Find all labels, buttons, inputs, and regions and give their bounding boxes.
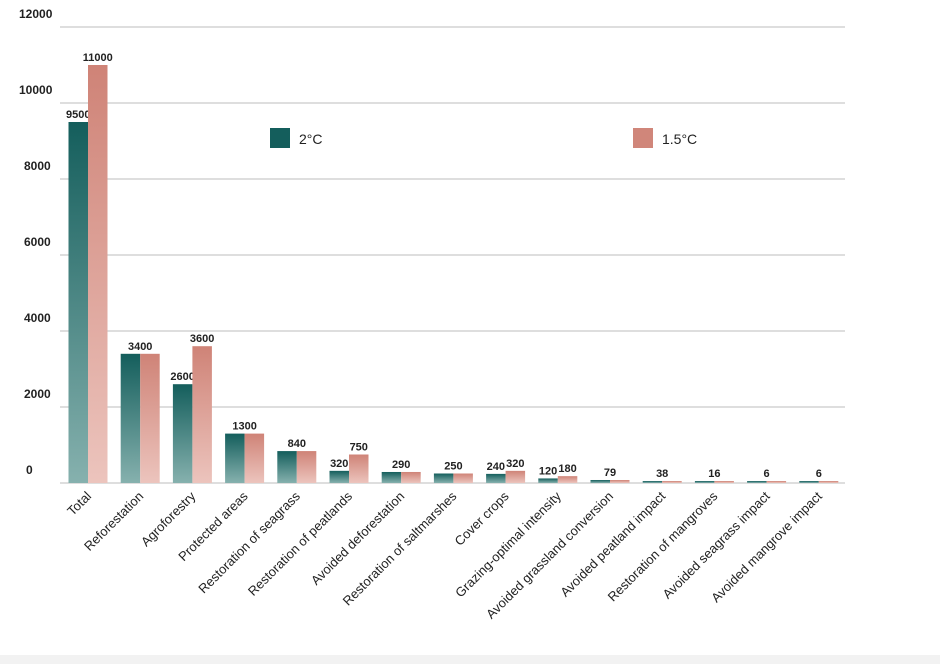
x-tick-label: Restoration of peatlands xyxy=(245,488,356,599)
bar-2c xyxy=(172,384,193,483)
data-label: 250 xyxy=(444,461,462,473)
x-tick-label: Restoration of seagrass xyxy=(195,488,303,596)
bar-1-5c xyxy=(505,470,526,483)
bar-1-5c xyxy=(766,481,787,483)
y-tick-label: 12000 xyxy=(19,7,53,21)
y-tick-label: 2000 xyxy=(24,387,51,401)
bar-2c xyxy=(277,451,297,483)
data-label: 180 xyxy=(558,463,576,475)
data-label: 2600 xyxy=(170,371,194,383)
x-tick-label: Grazing-optimal intensity xyxy=(452,488,564,600)
data-label: 3400 xyxy=(128,341,152,353)
bar-2c xyxy=(486,473,506,483)
y-tick-label: 8000 xyxy=(24,159,51,173)
bar-2c xyxy=(538,478,558,483)
bar-1-5c xyxy=(610,479,630,483)
x-tick-label: Avoided deforestation xyxy=(308,489,407,588)
bar-1-5c xyxy=(818,481,839,483)
x-tick-label: Total xyxy=(64,488,94,518)
data-label: 840 xyxy=(288,438,306,450)
data-label: 320 xyxy=(506,458,524,470)
legend-label-2c: 2°C xyxy=(299,131,323,147)
bar-1-5c xyxy=(244,433,265,483)
bar-1-5c xyxy=(140,353,160,483)
data-label: 16 xyxy=(708,468,720,480)
bar-2c xyxy=(642,481,663,483)
bar-1-5c xyxy=(192,346,212,483)
bar-1-5c xyxy=(714,481,734,483)
x-tick-label: Avoided seagrass impact xyxy=(660,488,773,601)
data-label: 11000 xyxy=(83,52,113,64)
data-label: 38 xyxy=(656,468,668,480)
bar-2c xyxy=(225,433,245,483)
y-tick-label: 6000 xyxy=(24,235,51,249)
legend-swatch-1-5c xyxy=(633,128,653,148)
bar-2c xyxy=(747,481,767,483)
bar-1-5c xyxy=(88,65,108,483)
data-label: 6 xyxy=(764,468,770,480)
data-label: 240 xyxy=(487,461,505,473)
data-label: 1300 xyxy=(232,421,256,433)
y-tick-label: 0 xyxy=(26,463,33,477)
data-label: 320 xyxy=(330,458,348,470)
bar-1-5c xyxy=(557,476,578,483)
bar-2c xyxy=(799,481,819,483)
bottom-strip xyxy=(0,655,940,664)
bar-2c xyxy=(329,470,349,483)
legend-swatch-2c xyxy=(270,128,290,148)
y-tick-label: 10000 xyxy=(19,83,53,97)
data-label: 9500 xyxy=(66,109,90,121)
legend: 2°C 1.5°C xyxy=(270,128,697,148)
bar-1-5c xyxy=(662,481,682,483)
x-tick-label: Avoided mangrove impact xyxy=(708,488,825,605)
bar-2c xyxy=(433,473,454,483)
data-label: 6 xyxy=(816,468,822,480)
bar-1-5c xyxy=(296,451,317,483)
bar-2c xyxy=(68,122,88,483)
data-label: 750 xyxy=(350,442,368,454)
data-label: 120 xyxy=(539,465,557,477)
y-tick-label: 4000 xyxy=(24,311,51,325)
x-tick-label: Avoided peatland impact xyxy=(557,488,668,599)
bar-1-5c xyxy=(453,473,473,483)
legend-label-1-5c: 1.5°C xyxy=(662,131,697,147)
bar-1-5c xyxy=(401,471,421,483)
data-label: 290 xyxy=(392,459,410,471)
bar-2c xyxy=(381,471,402,483)
bar-2c xyxy=(694,481,715,483)
data-label: 79 xyxy=(604,467,616,479)
bar-2c xyxy=(590,479,610,483)
data-label: 3600 xyxy=(190,333,214,345)
bar-2c xyxy=(120,353,141,483)
bar-1-5c xyxy=(349,454,369,483)
